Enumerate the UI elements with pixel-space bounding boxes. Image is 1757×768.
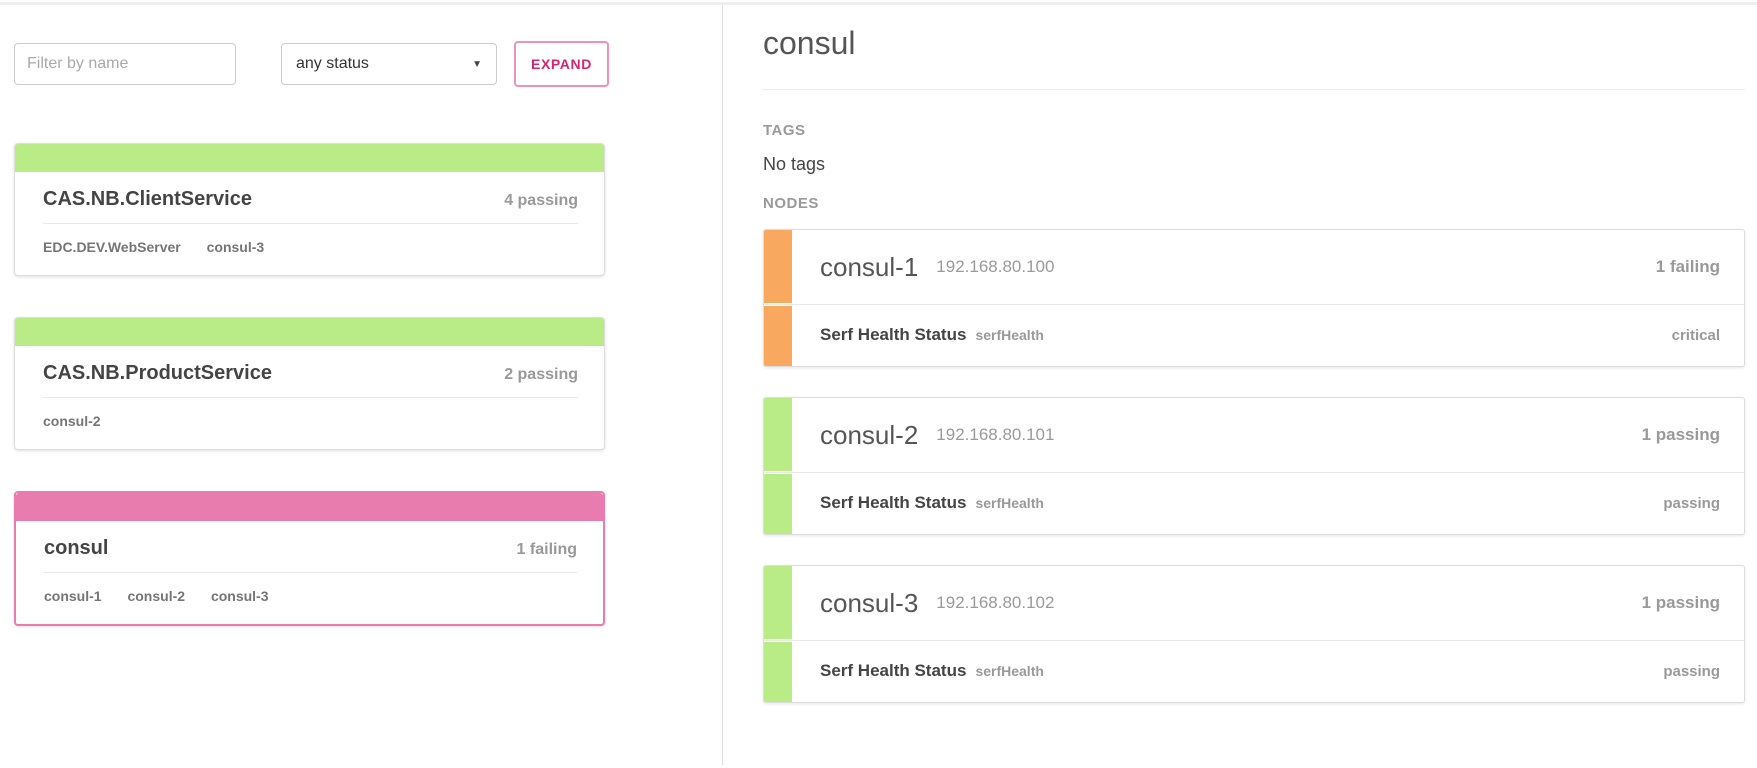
services-panel: any status ▼ EXPAND CAS.NB.ClientService…	[0, 5, 723, 765]
service-card-cas-nb-clientservice[interactable]: CAS.NB.ClientService 4 passing EDC.DEV.W…	[14, 143, 605, 276]
check-id: serfHealth	[975, 327, 1044, 343]
main-layout: any status ▼ EXPAND CAS.NB.ClientService…	[0, 5, 1757, 765]
service-card-cas-nb-productservice[interactable]: CAS.NB.ProductService 2 passing consul-2	[14, 317, 605, 450]
service-tag: consul-1	[44, 588, 102, 604]
service-detail-panel: consul TAGS No tags NODES consul-1 192.1…	[723, 5, 1757, 765]
service-tag: consul-2	[127, 588, 186, 604]
node-status-strip	[764, 566, 792, 639]
status-filter-value: any status	[296, 55, 369, 72]
nodes-section-heading: NODES	[763, 195, 819, 212]
service-status-count: 1 failing	[516, 541, 577, 558]
node-name: consul-2	[820, 419, 919, 450]
check-status-strip	[764, 642, 792, 702]
service-tags: consul-2	[43, 413, 578, 429]
detail-service-title: consul	[763, 25, 856, 61]
node-status-count: 1 passing	[1641, 425, 1720, 444]
check-name: Serf Health Status	[820, 661, 967, 680]
node-check-row: Serf Health Status serfHealth critical	[764, 304, 1744, 366]
service-name: consul	[44, 537, 109, 559]
node-name: consul-1	[820, 251, 919, 282]
service-status-stripe	[16, 493, 603, 521]
service-status-count: 2 passing	[504, 366, 578, 383]
title-divider	[763, 89, 1745, 90]
node-address: 192.168.80.100	[936, 257, 1055, 276]
check-status-strip	[764, 474, 792, 534]
service-tag: consul-3	[206, 239, 265, 255]
node-address: 192.168.80.101	[936, 425, 1055, 444]
check-status: critical	[1671, 326, 1720, 344]
service-status-stripe	[15, 144, 604, 172]
check-id: serfHealth	[975, 663, 1044, 679]
services-toolbar: any status ▼ EXPAND	[14, 41, 722, 87]
tags-empty-text: No tags	[763, 154, 826, 174]
expand-button[interactable]: EXPAND	[514, 41, 609, 87]
top-bar	[0, 0, 1757, 5]
service-tag: EDC.DEV.WebServer	[43, 239, 181, 255]
node-card-consul-1: consul-1 192.168.80.100 1 failing Serf H…	[763, 229, 1745, 367]
tags-section-heading: TAGS	[763, 122, 806, 139]
service-status-stripe	[15, 318, 604, 346]
node-address: 192.168.80.102	[936, 593, 1055, 612]
check-status: passing	[1663, 662, 1720, 680]
check-name: Serf Health Status	[820, 493, 967, 512]
filter-by-name-input[interactable]	[14, 43, 236, 85]
node-card-consul-3: consul-3 192.168.80.102 1 passing Serf H…	[763, 565, 1745, 703]
check-name: Serf Health Status	[820, 325, 967, 344]
service-name: CAS.NB.ClientService	[43, 188, 252, 210]
service-status-count: 4 passing	[504, 192, 578, 209]
node-header[interactable]: consul-3 192.168.80.102 1 passing	[764, 566, 1744, 640]
node-check-row: Serf Health Status serfHealth passing	[764, 640, 1744, 702]
check-status: passing	[1663, 494, 1720, 512]
service-tags: consul-1 consul-2 consul-3	[44, 588, 577, 604]
node-status-strip	[764, 398, 792, 471]
node-header[interactable]: consul-2 192.168.80.101 1 passing	[764, 398, 1744, 472]
services-list: CAS.NB.ClientService 4 passing EDC.DEV.W…	[14, 143, 722, 626]
node-header[interactable]: consul-1 192.168.80.100 1 failing	[764, 230, 1744, 304]
service-name: CAS.NB.ProductService	[43, 362, 272, 384]
node-check-row: Serf Health Status serfHealth passing	[764, 472, 1744, 534]
node-status-strip	[764, 230, 792, 303]
node-status-count: 1 failing	[1655, 257, 1720, 276]
service-card-consul[interactable]: consul 1 failing consul-1 consul-2 consu…	[14, 491, 605, 626]
service-tag: consul-3	[210, 588, 269, 604]
service-tags: EDC.DEV.WebServer consul-3	[43, 239, 578, 255]
node-name: consul-3	[820, 587, 919, 618]
service-tag: consul-2	[43, 413, 101, 429]
chevron-down-icon: ▼	[472, 58, 482, 70]
check-status-strip	[764, 306, 792, 366]
node-status-count: 1 passing	[1641, 593, 1720, 612]
node-card-consul-2: consul-2 192.168.80.101 1 passing Serf H…	[763, 397, 1745, 535]
check-id: serfHealth	[975, 495, 1044, 511]
status-filter-select[interactable]: any status ▼	[281, 43, 497, 85]
